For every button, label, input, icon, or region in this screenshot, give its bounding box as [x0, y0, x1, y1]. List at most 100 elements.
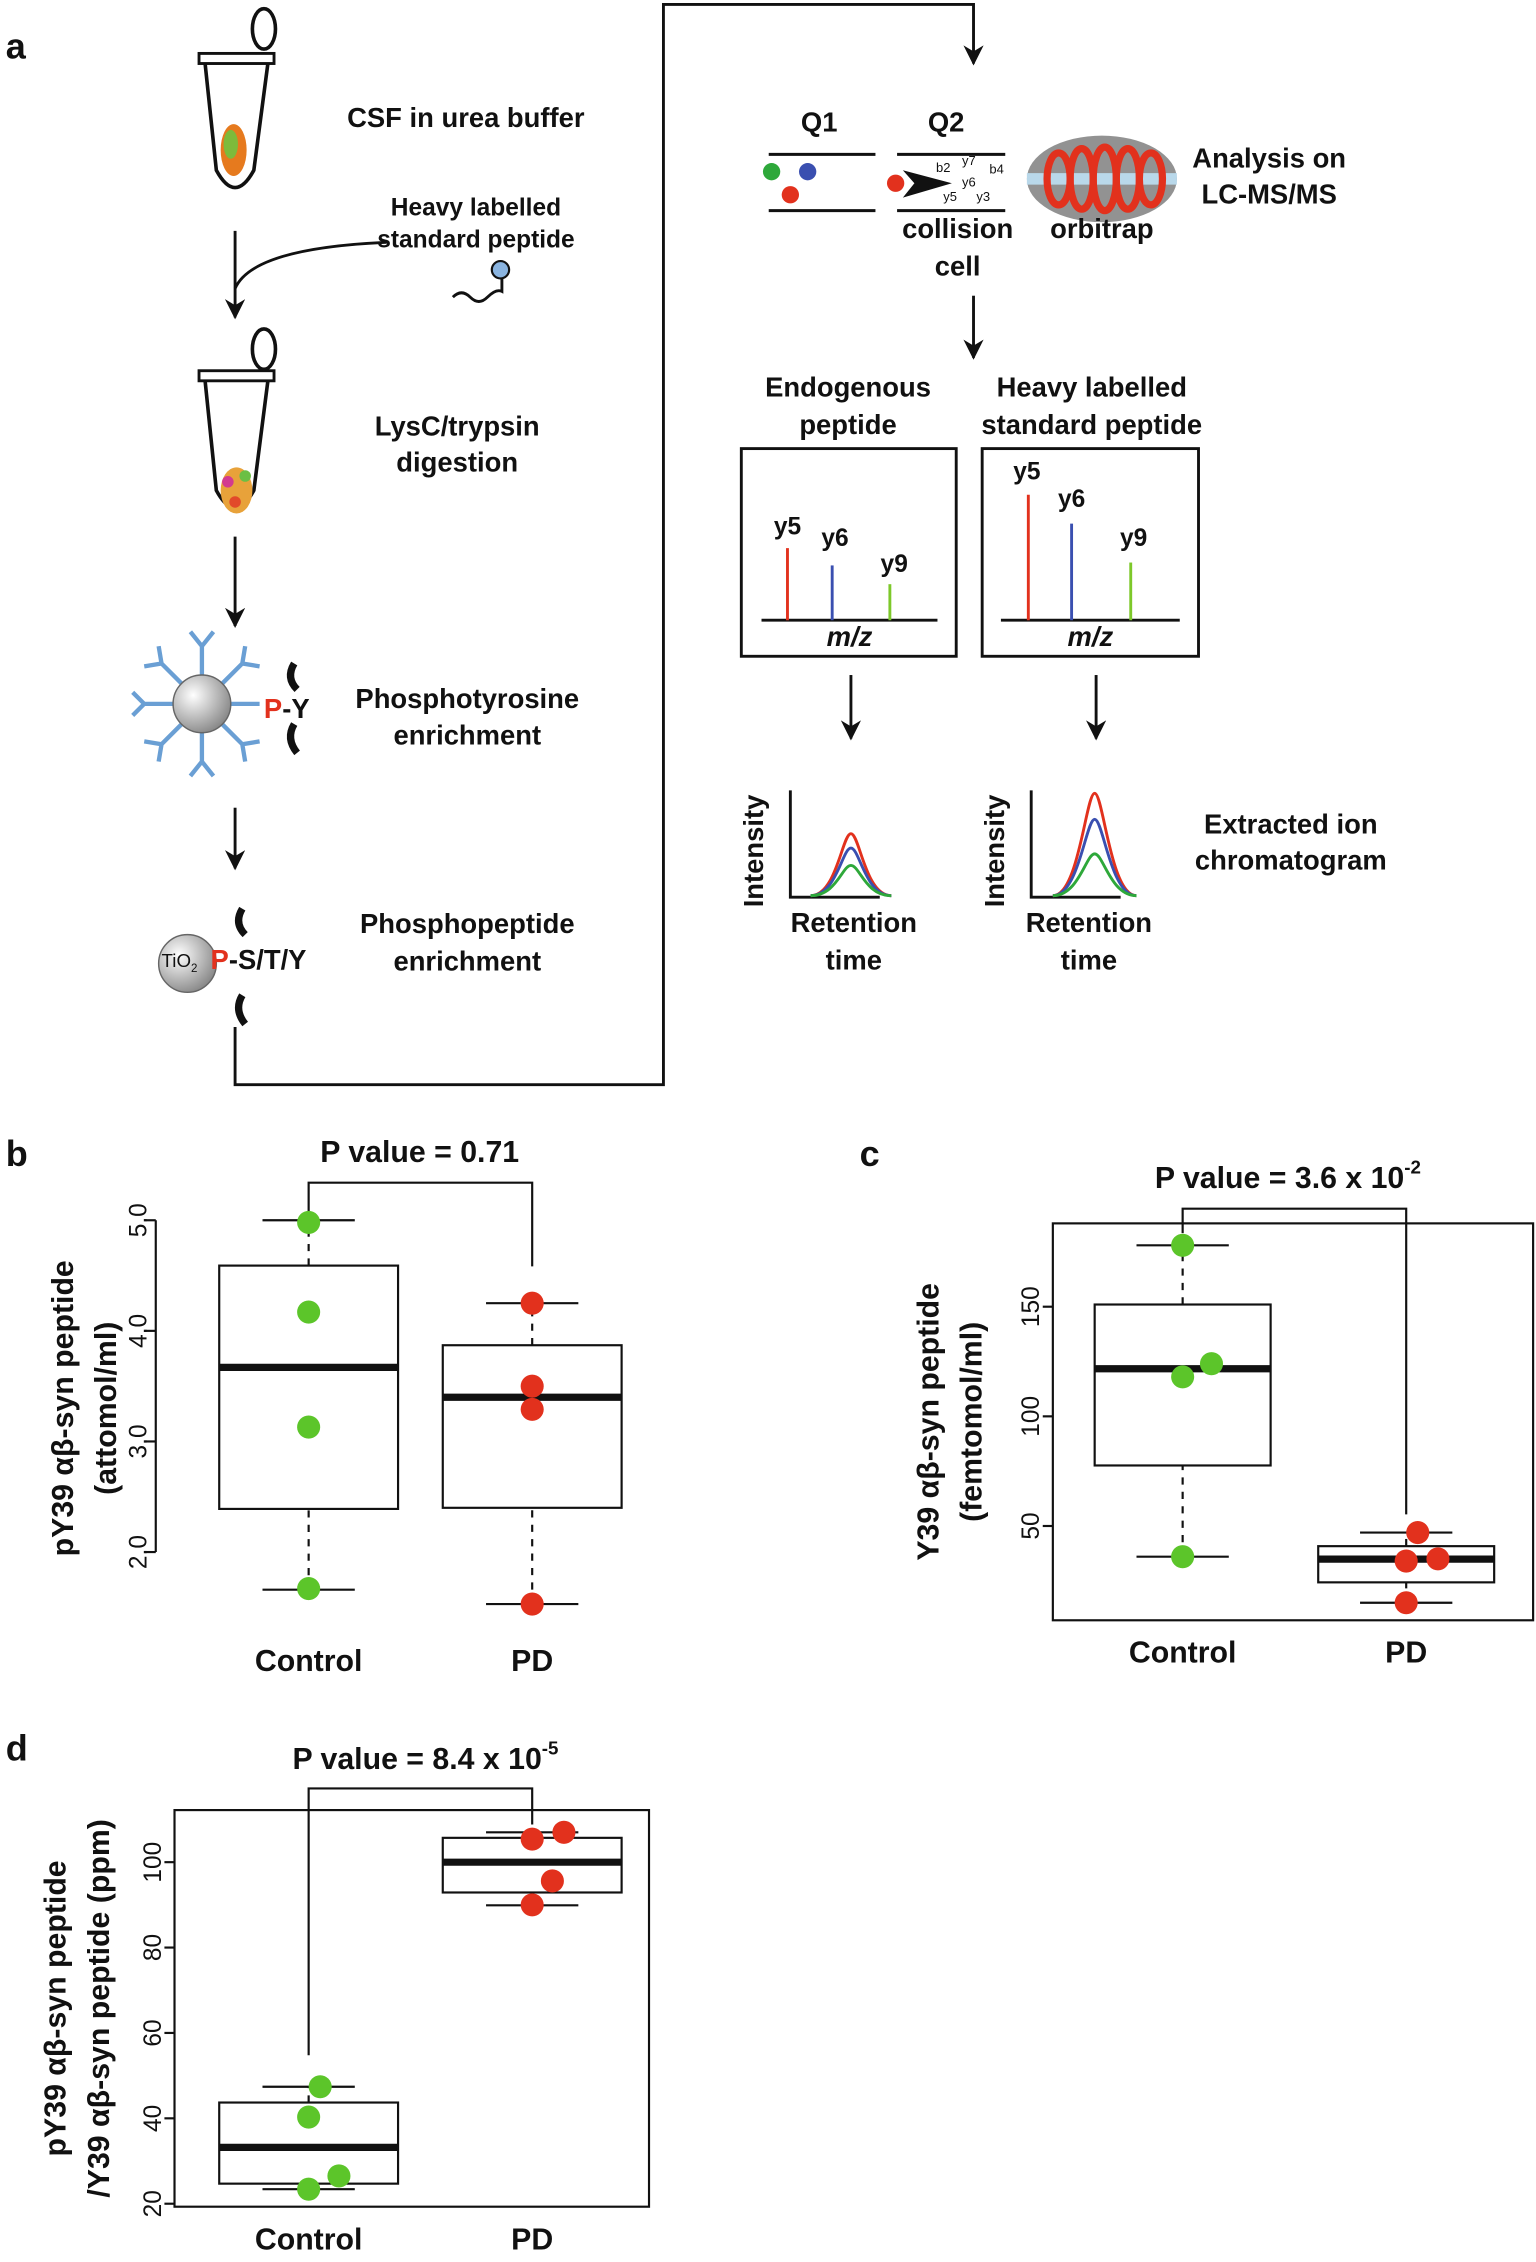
axis-label: time [826, 944, 882, 975]
ion [799, 163, 817, 181]
step-label: enrichment [393, 719, 541, 750]
axis-label: Intensity [738, 794, 769, 907]
step-label: Phosphotyrosine [355, 683, 579, 714]
ion [781, 186, 800, 204]
peak-label: y9 [881, 551, 908, 578]
data-point [297, 2177, 321, 2201]
data-point [1394, 1591, 1418, 1615]
chart-title: P value = 3.6 x 10-2 [1155, 1156, 1421, 1195]
phospho-mark: P-S/T/Y [211, 944, 307, 975]
axis-label: m/z [1068, 621, 1114, 652]
ion-label: b4 [989, 162, 1003, 177]
box [441, 1344, 623, 1509]
step-label: LysC/trypsin [375, 411, 540, 442]
peak-label: y6 [821, 525, 848, 552]
x-tick-label: Control [255, 2223, 363, 2256]
significance-bracket [307, 1787, 534, 2056]
chart-title: P value = 8.4 x 10-5 [292, 1737, 558, 1776]
data-point [552, 1820, 576, 1844]
significance-bracket [1181, 1207, 1408, 1515]
y-axis-label: (femtomol/ml) [956, 1322, 989, 1522]
data-point [297, 2105, 321, 2129]
x-tick-label: PD [1385, 1636, 1427, 1669]
peak-label: y9 [1120, 525, 1147, 552]
peak-label: y5 [1013, 459, 1040, 486]
step-label: digestion [396, 447, 518, 478]
title-text: P value = 8.4 x 10 [292, 1743, 541, 1776]
axis-label: Retention [1026, 907, 1152, 938]
step-label: LC-MS/MS [1201, 178, 1336, 209]
y-axis-label: pY39 αβ-syn peptide [40, 1860, 73, 2156]
ion-label: y6 [962, 175, 976, 190]
y-axis-label: pY39 αβ-syn peptide [47, 1260, 80, 1556]
data-point [1171, 1233, 1195, 1257]
tio2-label: TiO2 [162, 950, 198, 975]
ion-label: y3 [976, 189, 990, 204]
step-label: enrichment [393, 946, 541, 977]
step-label: standard peptide [377, 226, 574, 253]
q-label: Q2 [928, 106, 965, 137]
y-tick-label: 60 [140, 2019, 167, 2046]
y-axis-label: Y39 αβ-syn peptide [912, 1283, 945, 1561]
y-tick-label: 2.0 [125, 1535, 152, 1569]
spectrum-title: Heavy labelled [997, 372, 1187, 403]
axis-label: time [1061, 944, 1117, 975]
panel-label: b [6, 1133, 28, 1174]
step-label: Analysis on [1192, 142, 1346, 173]
quadrupole [768, 152, 1006, 213]
y-tick-label: 3.0 [125, 1424, 152, 1458]
title-text: P value = 3.6 x 10 [1155, 1162, 1404, 1195]
y-tick-label: 150 [1018, 1286, 1045, 1327]
y-tick-label: 50 [1018, 1512, 1045, 1539]
data-point [1199, 1352, 1224, 1376]
ptyr-mark: P-Y [264, 693, 310, 724]
y-tick-label: 4.0 [125, 1314, 152, 1348]
spectrum [739, 447, 1200, 658]
spectrum-title: standard peptide [981, 409, 1202, 440]
collision-arrow [902, 170, 952, 198]
spectrum-title: Endogenous [765, 372, 931, 403]
data-point [297, 1210, 321, 1235]
step-label: Phosphopeptide [360, 908, 575, 939]
y-tick-label: 100 [140, 1842, 167, 1883]
ion-label: y7 [962, 153, 976, 168]
ion-label: y5 [943, 189, 957, 204]
data-point [520, 1374, 544, 1398]
antibody-bead [131, 630, 301, 778]
x-tick-label: Control [255, 1645, 363, 1678]
data-point [308, 2075, 332, 2099]
workflow-arrows [224, 2, 1107, 1087]
step-label: Heavy labelled [391, 195, 561, 222]
title-text: P value = 0.71 [320, 1136, 519, 1169]
data-point [1394, 1549, 1418, 1573]
title-exponent: -5 [542, 1737, 559, 1758]
peak-label: y6 [1058, 486, 1085, 513]
data-point [1171, 1545, 1195, 1569]
x-tick-label: PD [511, 2223, 553, 2256]
panel-label: c [860, 1133, 880, 1174]
data-point [297, 1300, 321, 1324]
data-point [540, 1869, 564, 1893]
panel-label: d [6, 1727, 28, 1768]
plot-frame [1051, 1222, 1535, 1622]
spectrum-title: peptide [799, 409, 896, 440]
data-point [520, 1893, 544, 1917]
data-point [1426, 1547, 1450, 1571]
tio2-bead [157, 906, 249, 1027]
data-point [520, 1827, 544, 1851]
data-point [1406, 1521, 1430, 1545]
y-tick-label: 40 [140, 2105, 167, 2132]
step-label: collision [902, 213, 1013, 244]
x-tick-label: Control [1129, 1636, 1237, 1669]
peptide-icon [451, 260, 511, 303]
step-label: CSF in urea buffer [347, 102, 585, 133]
data-point [297, 1415, 321, 1439]
chromatogram [788, 790, 1137, 899]
tube [197, 6, 278, 190]
tube [197, 327, 278, 514]
chart-title: P value = 0.71 [320, 1136, 519, 1169]
y-axis-label: (attomol/ml) [90, 1322, 123, 1495]
ion [886, 174, 905, 192]
panel-label: a [6, 26, 27, 67]
data-point [520, 1291, 544, 1315]
